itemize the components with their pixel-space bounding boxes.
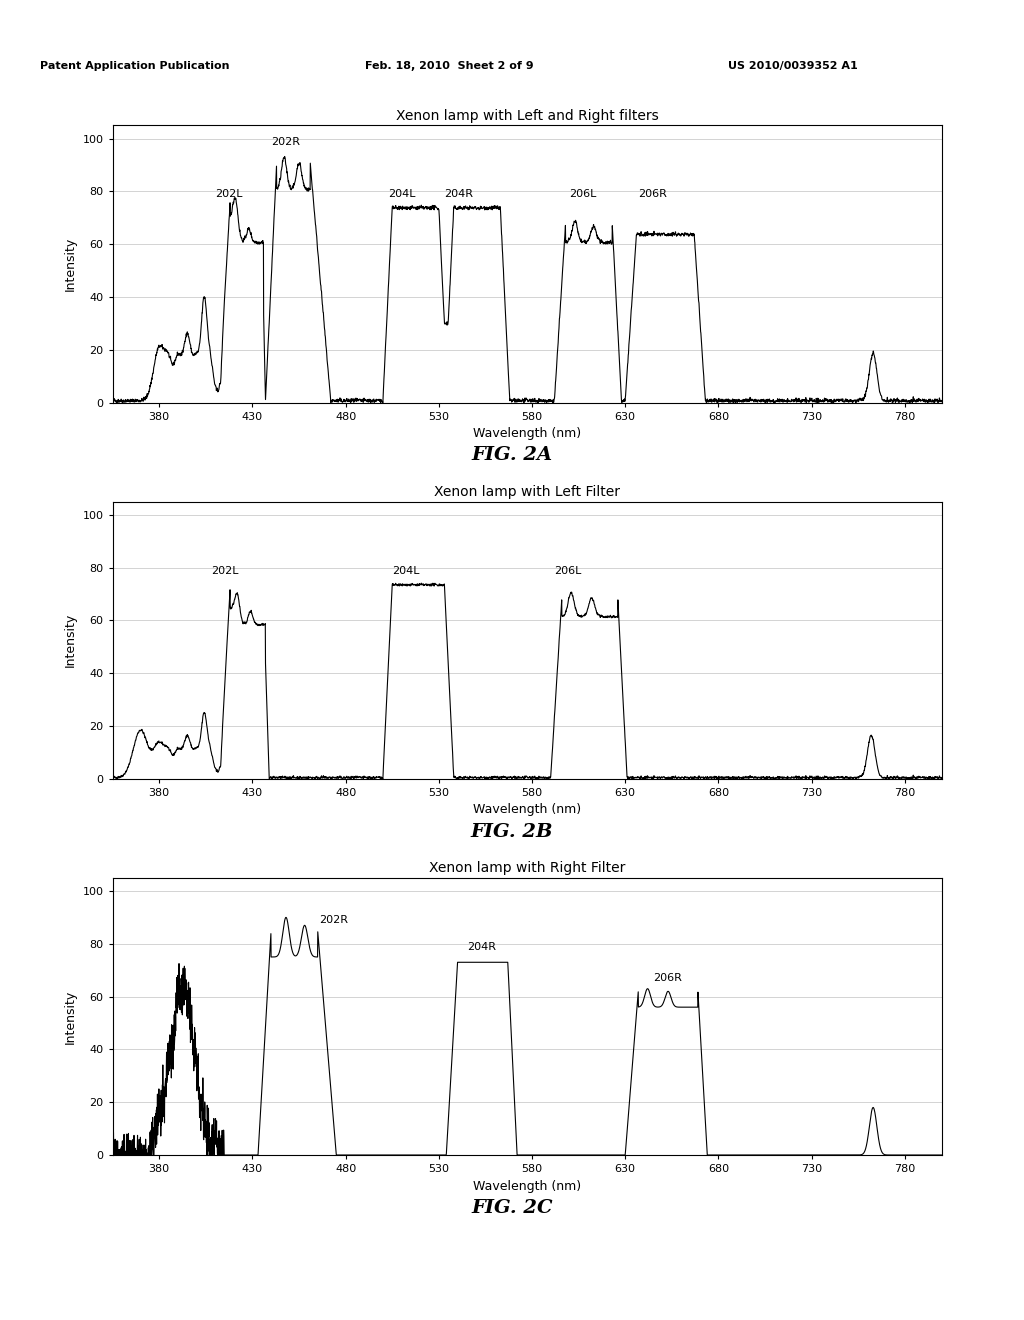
Text: FIG. 2B: FIG. 2B	[471, 822, 553, 841]
Text: 204R: 204R	[467, 941, 496, 952]
Y-axis label: Intensity: Intensity	[65, 989, 77, 1044]
Text: 204L: 204L	[392, 565, 420, 576]
X-axis label: Wavelength (nm): Wavelength (nm)	[473, 1180, 582, 1192]
Title: Xenon lamp with Right Filter: Xenon lamp with Right Filter	[429, 861, 626, 875]
Text: 202L: 202L	[211, 565, 239, 576]
Text: 202L: 202L	[215, 189, 243, 199]
X-axis label: Wavelength (nm): Wavelength (nm)	[473, 804, 582, 816]
Y-axis label: Intensity: Intensity	[65, 612, 77, 668]
X-axis label: Wavelength (nm): Wavelength (nm)	[473, 428, 582, 440]
Y-axis label: Intensity: Intensity	[65, 236, 77, 292]
Text: FIG. 2C: FIG. 2C	[471, 1199, 553, 1217]
Text: 206R: 206R	[653, 973, 682, 983]
Text: 206R: 206R	[638, 189, 668, 199]
Text: US 2010/0039352 A1: US 2010/0039352 A1	[728, 61, 858, 71]
Text: 202R: 202R	[319, 915, 348, 925]
Text: 206L: 206L	[569, 189, 597, 199]
Text: 204L: 204L	[388, 189, 416, 199]
Text: 204R: 204R	[444, 189, 473, 199]
Text: 202R: 202R	[271, 136, 300, 147]
Text: Feb. 18, 2010  Sheet 2 of 9: Feb. 18, 2010 Sheet 2 of 9	[365, 61, 534, 71]
Text: Patent Application Publication: Patent Application Publication	[40, 61, 229, 71]
Title: Xenon lamp with Left and Right filters: Xenon lamp with Left and Right filters	[396, 108, 658, 123]
Text: 206L: 206L	[554, 565, 582, 576]
Title: Xenon lamp with Left Filter: Xenon lamp with Left Filter	[434, 484, 621, 499]
Text: FIG. 2A: FIG. 2A	[471, 446, 553, 465]
